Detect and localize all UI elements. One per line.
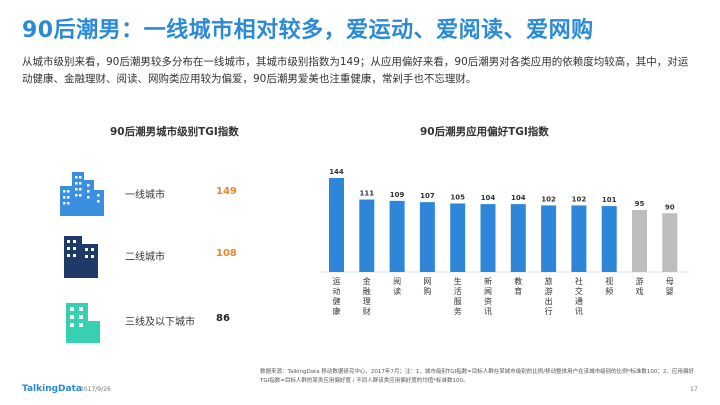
bar-6: [480, 204, 496, 272]
bar-value-label: 95: [635, 200, 645, 208]
bar-value-label: 111: [359, 190, 374, 198]
city-tier-value: 86: [216, 313, 230, 324]
city-tier-title: 90后潮男城市级别TGI指数: [110, 126, 239, 138]
bar-9: [571, 205, 587, 272]
report-date: 2017/9/26: [80, 386, 111, 393]
bar-2: [359, 199, 375, 272]
bar-3: [389, 200, 405, 272]
category-tick-label: 旅游出行: [545, 276, 553, 316]
office-buildings-icon: [64, 236, 98, 278]
bar-value-label: 104: [481, 194, 496, 202]
category-tick-label: 新闻资讯: [484, 276, 492, 316]
category-tick-label: 阅读: [393, 277, 401, 296]
city-tier-label: 三线及以下城市: [125, 317, 195, 328]
chart-title: 90后潮男应用偏好TGI指数: [420, 126, 549, 138]
bar-7: [510, 204, 526, 272]
city-tier-row-first: 一线城市 149: [50, 168, 250, 218]
bar-8: [541, 205, 557, 272]
category-tick-label: 社交通讯: [575, 276, 583, 316]
app-preference-bar-chart: 144 运动健康 111 金融理财 109 阅读 107 网购 105 生活服务 104 新闻资讯 10…: [320, 168, 690, 316]
category-tick-label: 网购: [423, 277, 431, 296]
bar-11: [632, 209, 647, 272]
category-tick-label: 视频: [605, 276, 613, 296]
category-tick-label: 生活服务: [454, 276, 462, 316]
category-tick-label: 运动健康: [333, 277, 341, 316]
city-tier-label: 一线城市: [125, 190, 165, 201]
bar-12: [662, 213, 678, 272]
bar-value-label: 102: [541, 195, 556, 203]
brand-logo-text: TalkingData: [22, 384, 82, 394]
bar-value-label: 101: [602, 196, 617, 204]
category-tick-label: 教育: [514, 276, 522, 296]
source-footnote: 数据来源：TalkingData 移动数据研究中心，2017年7月；注：1、城市…: [260, 369, 694, 384]
category-tick-label: 金融理财: [363, 276, 371, 316]
bar-value-label: 104: [511, 194, 526, 202]
bar-value-label: 102: [572, 195, 587, 203]
city-tier-label: 二线城市: [125, 252, 165, 263]
intro-paragraph: 从城市级别来看，90后潮男较多分布在一线城市，其城市级别指数为149；从应用偏好…: [22, 56, 689, 85]
city-tier-value: 149: [216, 186, 237, 197]
city-tier-value: 108: [216, 248, 237, 259]
bar-value-label: 105: [450, 193, 465, 201]
page-number: 17: [690, 386, 698, 393]
category-tick-label: 母婴: [666, 277, 674, 296]
bar-value-label: 107: [420, 192, 435, 200]
bar-value-label: 144: [329, 168, 344, 176]
low-building-icon: [66, 303, 100, 343]
city-tier-row-third: 三线及以下城市 86: [50, 295, 250, 345]
bar-1: [329, 178, 344, 272]
bar-4: [419, 202, 435, 272]
bar-value-label: 90: [665, 203, 675, 211]
bar-10: [601, 206, 617, 272]
city-tier-row-second: 二线城市 108: [50, 230, 250, 280]
page-title: 90后潮男：一线城市相对较多，爱运动、爱阅读、爱网购: [22, 18, 594, 43]
bar-value-label: 109: [390, 191, 405, 199]
category-tick-label: 游戏: [636, 276, 644, 296]
bar-5: [450, 203, 466, 272]
skyscrapers-icon: [60, 172, 104, 216]
